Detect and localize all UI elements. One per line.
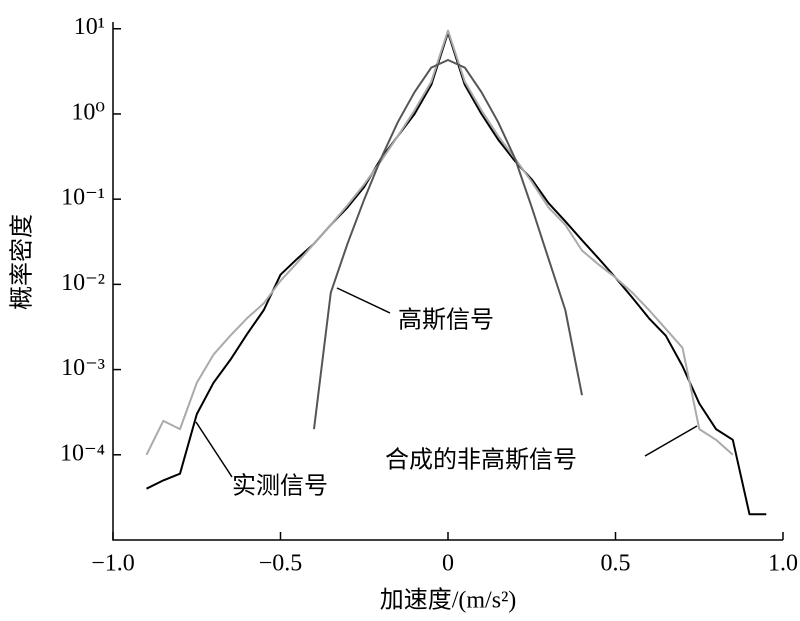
y-tick-label: 10⁻³ xyxy=(61,355,105,381)
x-tick-label: −0.5 xyxy=(259,551,303,577)
series-line xyxy=(313,59,583,430)
annotation: 合成的非高斯信号 xyxy=(385,447,577,474)
pointer-line xyxy=(644,425,698,457)
x-tick-label: 0 xyxy=(442,551,454,577)
pointer-line xyxy=(195,421,233,478)
series-line xyxy=(145,29,734,456)
x-tick-label: 0.5 xyxy=(601,551,631,577)
y-tick-label: 10⁻² xyxy=(61,270,105,296)
y-tick-label: 10⁻⁴ xyxy=(60,440,105,466)
y-tick-label: 10⁰ xyxy=(71,99,105,125)
x-tick-label: 1.0 xyxy=(768,551,798,577)
x-axis-label: 加速度/(m/s²) xyxy=(380,587,517,614)
y-tick-label: 10¹ xyxy=(74,14,105,40)
y-axis-label: 概率密度 xyxy=(9,214,36,310)
pointer-line xyxy=(336,287,391,314)
annotation: 高斯信号 xyxy=(398,307,494,334)
x-tick-label: −1.0 xyxy=(91,551,135,577)
y-tick-label: 10⁻¹ xyxy=(61,185,105,211)
series-line xyxy=(146,31,767,516)
annotation: 实测信号 xyxy=(232,473,328,500)
